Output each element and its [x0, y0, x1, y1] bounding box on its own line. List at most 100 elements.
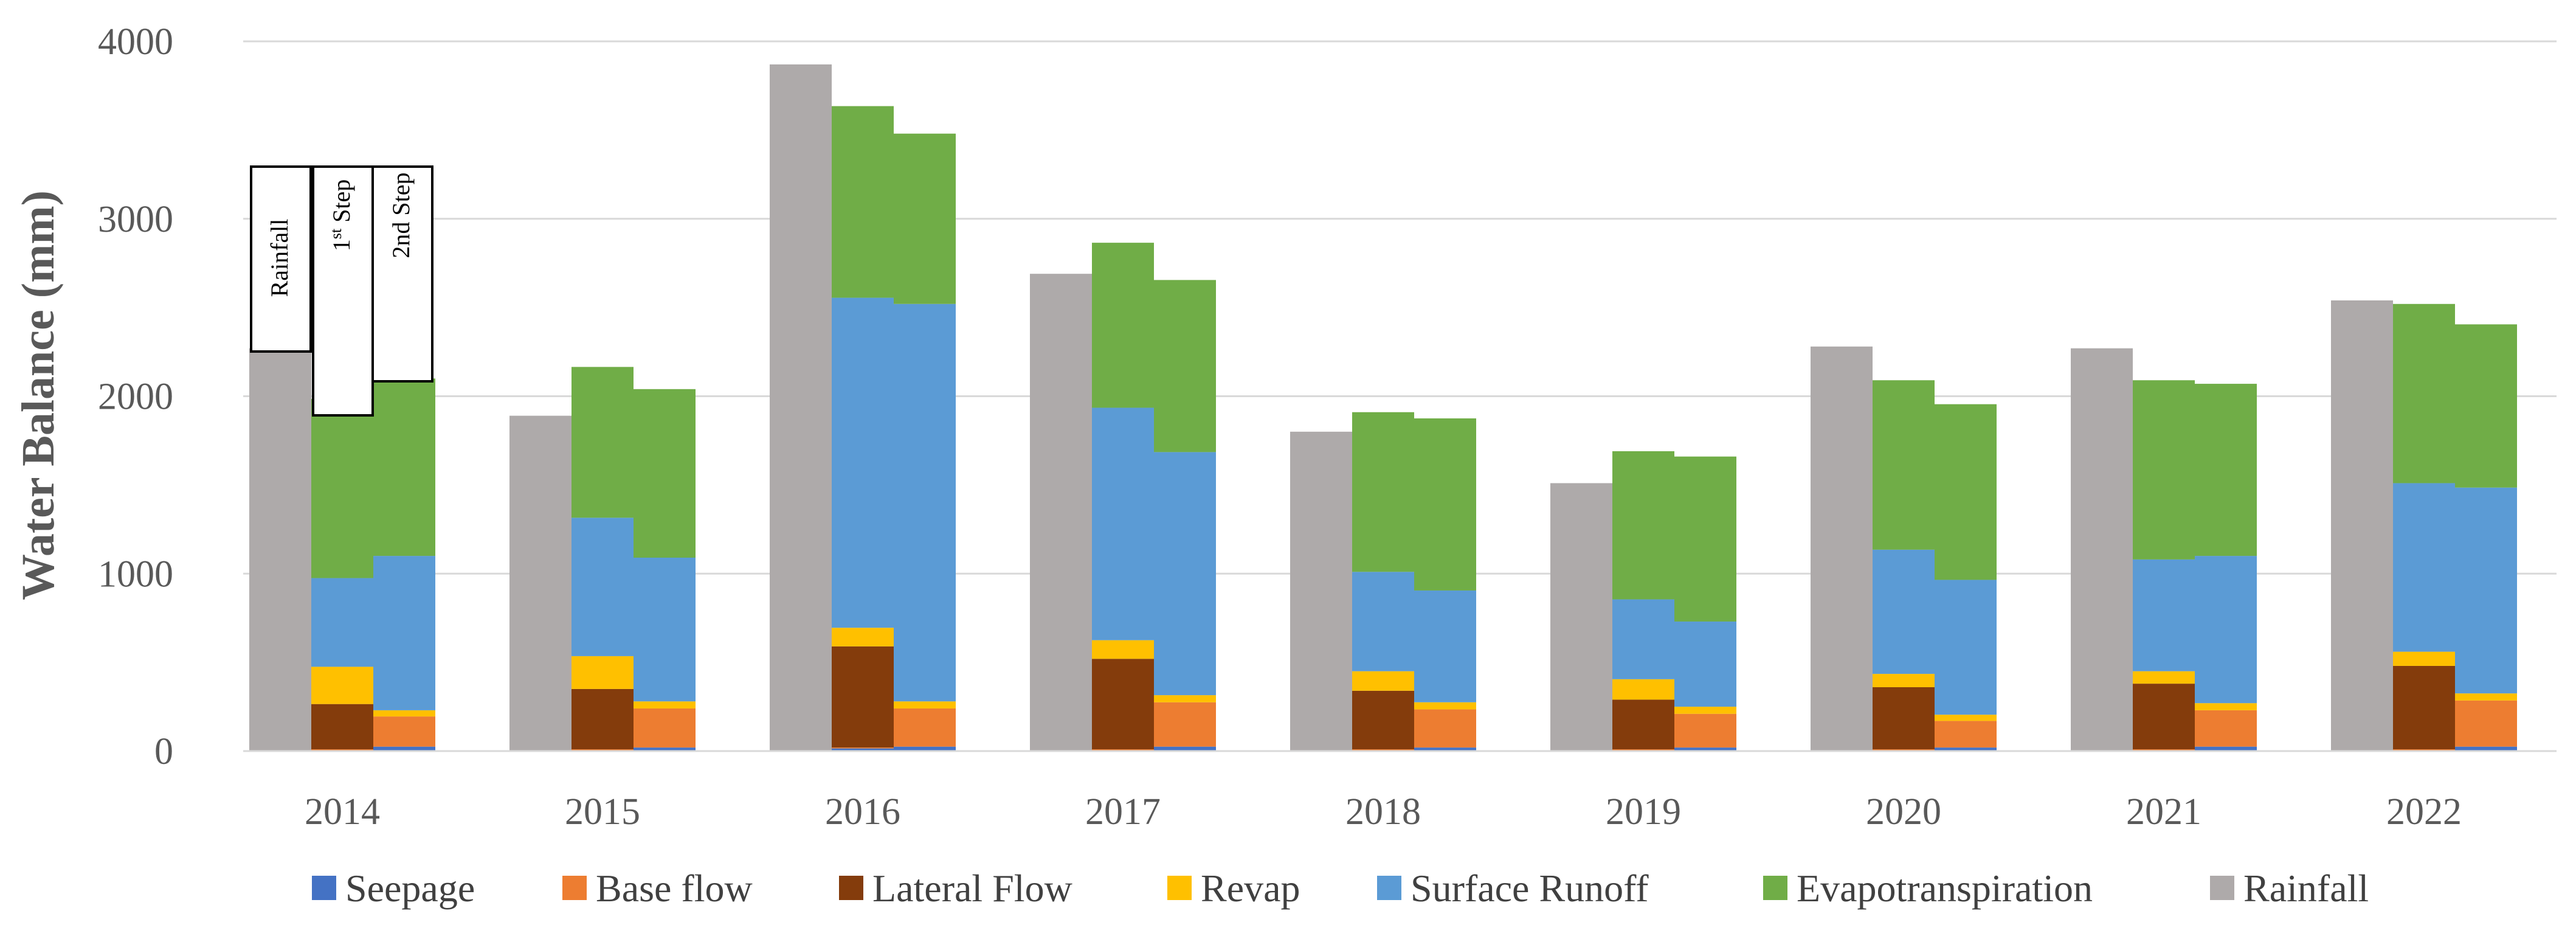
bar-base-flow-step2	[373, 716, 435, 747]
legend-swatch-rainfall	[2210, 876, 2234, 900]
bar-evapotranspiration-step2	[2455, 324, 2517, 488]
bar-lateral-flow-step1	[1612, 699, 1674, 750]
bar-seepage-step2	[894, 746, 956, 751]
bar-surface-runoff-step1	[832, 297, 894, 628]
bar-surface-runoff-step2	[1414, 590, 1476, 702]
bar-base-flow-step1	[1873, 749, 1935, 750]
bar-surface-runoff-step1	[311, 578, 373, 667]
legend-label-base-flow: Base flow	[596, 867, 753, 910]
bar-revap-step1	[311, 667, 373, 704]
x-axis-ticks: 2014 2015 2016 2017 2018 2019 2020 2021 2022	[305, 791, 2462, 833]
bar-surface-runoff-step1	[1873, 549, 1935, 674]
bar-seepage-step2	[2455, 746, 2517, 751]
bar-evapotranspiration-step1	[2133, 380, 2195, 560]
bar-base-flow-step1	[1092, 749, 1154, 750]
bar-lateral-flow-step1	[571, 688, 634, 750]
bar-rainfall	[2331, 300, 2393, 752]
bar-rainfall	[249, 348, 311, 751]
bar-seepage-step2	[373, 746, 435, 751]
bar-base-flow-step1	[1612, 749, 1674, 750]
bar-revap-step1	[571, 656, 634, 689]
bar-lateral-flow-step1	[311, 704, 373, 750]
legend-swatch-lateral-flow	[839, 876, 863, 900]
bar-surface-runoff-step2	[1154, 452, 1216, 696]
bar-surface-runoff-step1	[1352, 572, 1414, 671]
bar-revap-step2	[1414, 702, 1476, 710]
bar-evapotranspiration-step2	[1674, 456, 1736, 622]
bar-evapotranspiration-step1	[311, 398, 373, 578]
x-tick-label: 2014	[305, 791, 380, 833]
legend-swatch-surface-runoff	[1377, 876, 1401, 900]
y-tick-label: 1000	[98, 553, 173, 595]
bar-revap-step2	[1935, 715, 1997, 721]
legend-label-evapotranspiration: Evapotranspiration	[1797, 867, 2093, 910]
x-tick-label: 2016	[825, 791, 900, 833]
bar-base-flow-step2	[894, 708, 956, 747]
legend-swatch-evapotranspiration	[1763, 876, 1787, 900]
y-tick-label: 2000	[98, 376, 173, 418]
bar-surface-runoff-step2	[2195, 556, 2257, 704]
bar-seepage-step2	[2195, 746, 2257, 751]
bar-revap-step2	[2455, 693, 2517, 701]
bar-rainfall	[770, 64, 832, 752]
bar-surface-runoff-step1	[571, 518, 634, 656]
bar-revap-step2	[634, 701, 696, 708]
bar-seepage-step2	[634, 747, 696, 751]
bar-lateral-flow-step1	[1092, 659, 1154, 750]
bar-surface-runoff-step1	[2133, 559, 2195, 671]
annotation-label: 1st Step	[327, 179, 355, 251]
bar-surface-runoff-step2	[1674, 622, 1736, 707]
x-tick-label: 2021	[2126, 791, 2201, 833]
bar-base-flow-step2	[1154, 702, 1216, 747]
bar-rainfall	[1550, 483, 1612, 751]
bar-revap-step1	[1873, 674, 1935, 687]
x-tick-label: 2018	[1345, 791, 1421, 833]
bar-seepage-step2	[1674, 747, 1736, 751]
bar-surface-runoff-step1	[1612, 599, 1674, 679]
bar-revap-step1	[832, 628, 894, 646]
bar-evapotranspiration-step1	[1352, 412, 1414, 572]
bar-lateral-flow-step1	[2133, 684, 2195, 750]
legend-label-lateral-flow: Lateral Flow	[872, 867, 1072, 910]
bar-revap-step1	[2393, 651, 2455, 666]
bar-base-flow-step2	[634, 708, 696, 748]
bar-evapotranspiration-step2	[1935, 404, 1997, 580]
bar-lateral-flow-step1	[832, 646, 894, 748]
bar-rainfall	[1811, 346, 1873, 751]
bar-rainfall	[509, 415, 571, 751]
annotation-label: Rainfall	[266, 219, 293, 297]
bar-base-flow-step1	[571, 749, 634, 750]
bar-base-flow-step2	[2195, 710, 2257, 747]
legend: Seepage Base flow Lateral Flow Revap Surface…	[312, 867, 2369, 910]
legend-swatch-base-flow	[562, 876, 587, 900]
bar-revap-step2	[894, 701, 956, 708]
bar-rainfall	[2071, 348, 2133, 751]
annotation-box	[371, 165, 433, 383]
annotation-label: 2nd Step	[387, 172, 415, 258]
bar-evapotranspiration-step1	[1873, 380, 1935, 550]
bar-base-flow-step1	[1352, 749, 1414, 750]
legend-label-seepage: Seepage	[345, 867, 475, 910]
bar-evapotranspiration-step2	[373, 378, 435, 556]
bar-evapotranspiration-step1	[571, 367, 634, 518]
bar-evapotranspiration-step2	[634, 389, 696, 558]
bar-revap-step2	[1674, 707, 1736, 714]
legend-label-revap: Revap	[1201, 867, 1300, 910]
y-axis-ticks: 0 1000 2000 3000 4000	[98, 21, 173, 772]
bar-surface-runoff-step2	[2455, 487, 2517, 694]
bar-annotations: Rainfall 1st Step 2nd Step	[250, 165, 433, 417]
bar-evapotranspiration-step2	[1414, 418, 1476, 591]
bar-revap-step2	[2195, 703, 2257, 710]
bar-evapotranspiration-step1	[832, 106, 894, 298]
bar-evapotranspiration-step2	[2195, 384, 2257, 556]
bar-base-flow-step2	[1674, 713, 1736, 748]
bar-base-flow-step2	[1935, 721, 1997, 748]
bar-revap-step1	[1352, 671, 1414, 691]
bar-revap-step1	[1092, 640, 1154, 659]
bar-surface-runoff-step1	[1092, 407, 1154, 640]
bar-revap-step2	[373, 710, 435, 717]
bar-lateral-flow-step1	[1873, 687, 1935, 750]
y-tick-label: 4000	[98, 21, 173, 63]
annotation-superscript: st	[327, 228, 345, 239]
bar-surface-runoff-step2	[373, 556, 435, 710]
